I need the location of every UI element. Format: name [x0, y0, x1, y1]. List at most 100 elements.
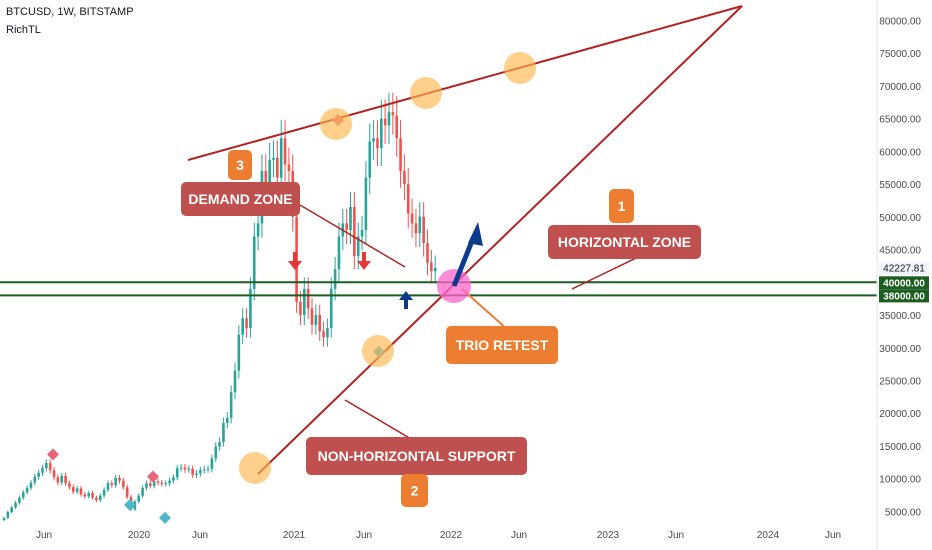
price-tag-bg: [879, 261, 929, 275]
time-tick-label: 2023: [597, 530, 620, 541]
candle-body: [287, 164, 291, 172]
price-tick-label: 65000.00: [879, 115, 921, 126]
price-tick-label: 35000.00: [879, 311, 921, 322]
candle-body: [187, 468, 191, 470]
price-tick-label: 10000.00: [879, 475, 921, 486]
candle-body: [164, 483, 167, 485]
time-tick-label: 2021: [283, 530, 306, 541]
candle-body: [387, 112, 391, 126]
price-tick-label: 45000.00: [879, 246, 921, 257]
candle-body: [222, 423, 225, 442]
price-tick-label: 80000.00: [879, 17, 921, 28]
candle-body: [206, 468, 210, 470]
candle-body: [226, 417, 229, 424]
candle-body: [391, 112, 395, 116]
candle-body: [422, 216, 425, 244]
candle-body: [64, 476, 67, 484]
price-tick-label: 60000.00: [879, 147, 921, 158]
price-tick-label: 15000.00: [879, 442, 921, 453]
candle-body: [137, 495, 141, 502]
candle-body: [345, 223, 348, 230]
price-tick-label: 5000.00: [885, 507, 922, 518]
candle-body: [202, 469, 206, 471]
candle-body: [72, 487, 75, 492]
label-1: 1: [618, 198, 626, 214]
time-tick-label: Jun: [36, 530, 52, 541]
candle-body: [18, 497, 21, 503]
arrow-up-icon: [404, 300, 408, 309]
label-2: 2: [411, 483, 419, 499]
price-tick-label: 50000.00: [879, 213, 921, 224]
demand-zone-pointer: [299, 204, 406, 268]
trio-pointer: [461, 288, 509, 331]
candle-body: [122, 480, 125, 488]
candle-body: [314, 315, 318, 325]
candle-body: [276, 157, 279, 178]
candle-body: [110, 483, 114, 486]
arrow-down-icon: [288, 261, 302, 270]
candle-body: [56, 477, 60, 483]
trendlines: [187, 5, 743, 475]
candle-body: [383, 118, 387, 126]
candle-body: [218, 441, 221, 447]
candle-body: [256, 223, 260, 237]
time-tick-label: Jun: [356, 530, 372, 541]
non-horizontal-support-label: NON-HORIZONTAL SUPPORT: [318, 448, 516, 464]
candle-body: [299, 301, 302, 316]
candle-body: [364, 177, 368, 230]
candle-body: [87, 493, 90, 497]
candle-body: [279, 138, 283, 178]
candle-body: [399, 138, 402, 172]
candle-body: [380, 118, 383, 149]
trio-retest-label-box: [446, 326, 558, 364]
candle-body: [45, 462, 48, 469]
candle-body: [156, 481, 160, 483]
candle-body: [75, 488, 79, 492]
candle-body: [199, 470, 202, 474]
candle-body: [10, 507, 13, 513]
candle-body: [303, 288, 306, 316]
price-tick-label: 75000.00: [879, 49, 921, 60]
candle-body: [433, 267, 437, 272]
candle-body: [125, 487, 129, 497]
candle-body: [60, 476, 64, 483]
candle-body: [152, 481, 156, 486]
candle-body: [353, 207, 356, 257]
price-tick-label: 30000.00: [879, 344, 921, 355]
price-tag-label: 42227.81: [883, 264, 925, 275]
candle-body: [245, 318, 248, 329]
time-tick-label: Jun: [825, 530, 841, 541]
candlestick-series: [2, 92, 437, 522]
candle-body: [268, 159, 271, 185]
highlight-circle: [504, 52, 536, 84]
price-axis: 80000.00 75000.00 70000.00 65000.00 60000.00…: [876, 0, 932, 550]
candle-body: [326, 328, 329, 338]
candle-body: [145, 483, 148, 488]
candle-body: [264, 171, 268, 185]
candle-body: [141, 487, 144, 496]
horizontal-zone-label-box: [548, 225, 701, 259]
time-tick-label: 2022: [440, 530, 463, 541]
demand-zone-label: DEMAND ZONE: [188, 191, 292, 207]
horizontal-zone-label: HORIZONTAL ZONE: [558, 234, 691, 250]
arrow-down-icon: [362, 252, 366, 261]
highlight-circle: [239, 452, 271, 484]
candle-body: [395, 115, 398, 139]
candle-body: [106, 483, 110, 490]
candle-body: [229, 392, 233, 418]
price-tag-label: 40000.00: [883, 278, 925, 289]
candle-body: [172, 477, 175, 481]
candle-body: [79, 488, 83, 495]
candle-body: [430, 262, 433, 272]
arrow-down-icon: [293, 252, 297, 261]
candle-body: [195, 473, 198, 475]
support-trendline: [257, 5, 743, 475]
non-horizontal-support-label-box: [306, 437, 527, 475]
candle-body: [306, 288, 310, 309]
candle-body: [403, 171, 406, 185]
candle-body: [426, 243, 429, 263]
candle-body: [21, 492, 25, 498]
signal-diamond-marker: [124, 498, 136, 511]
label-1-box: [609, 189, 634, 223]
